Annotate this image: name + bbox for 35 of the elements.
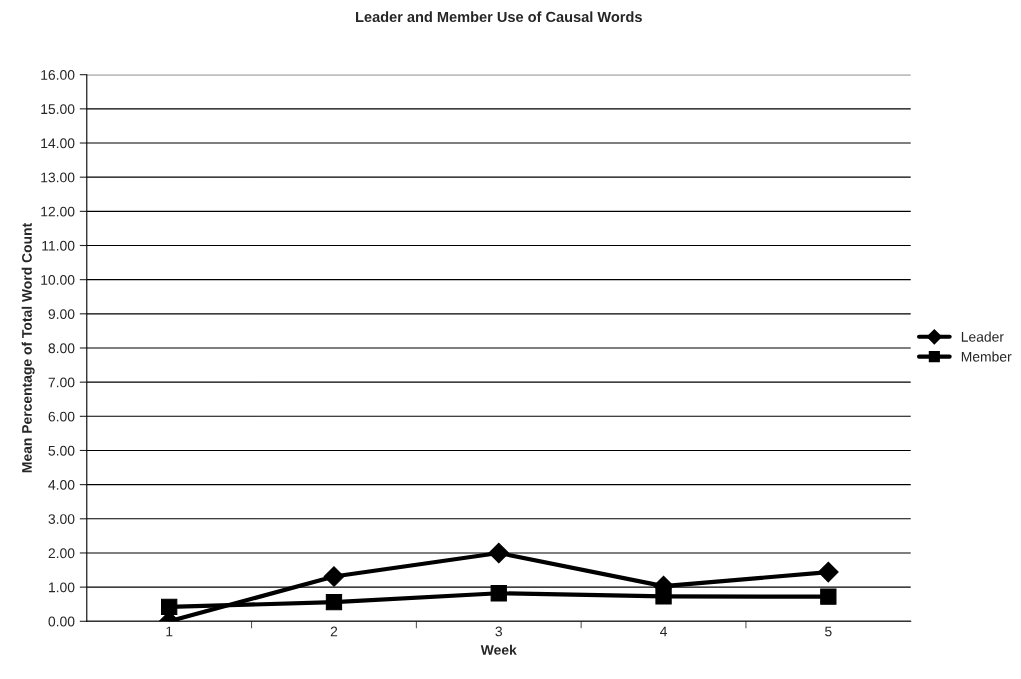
- y-tick-label: 10.00: [41, 275, 75, 285]
- point: [161, 598, 178, 616]
- y-tick-label: 14.00: [41, 138, 75, 149]
- y-tick-label: 6.00: [48, 411, 75, 422]
- chart-title: Leader and Member Use of Causal Words: [356, 11, 642, 23]
- y-tick-label: 5.00: [48, 445, 75, 456]
- y-tick-label: 4.00: [48, 479, 75, 490]
- y-tick-label: 9.00: [48, 309, 75, 319]
- x-tick-label: 4: [660, 626, 667, 637]
- point: [820, 588, 837, 605]
- point: [488, 542, 510, 564]
- y-tick-label: 0.00: [48, 616, 75, 627]
- point: [490, 585, 507, 602]
- y-tick-label: 7.00: [48, 377, 75, 388]
- y-axis-title: Mean Percentage of Total Word Count: [21, 223, 35, 473]
- y-tick-label: 15.00: [41, 104, 75, 115]
- y-tick-label: 11.00: [42, 240, 75, 251]
- x-tick-label: 3: [495, 626, 503, 637]
- point: [325, 594, 343, 611]
- point: [818, 561, 839, 583]
- legend-label: Member: [961, 351, 1012, 362]
- x-tick-label: 1: [166, 626, 173, 637]
- y-tick-label: 8.00: [48, 343, 75, 354]
- point: [323, 566, 345, 587]
- point: [655, 588, 672, 605]
- x-axis-title: Week: [480, 644, 517, 655]
- y-tick-label: 3.00: [48, 514, 75, 524]
- y-tick-label: 2.00: [48, 548, 75, 559]
- y-tick-label: 1.00: [49, 582, 75, 593]
- y-tick-label: 12.00: [41, 206, 75, 217]
- y-tick-label: 13.00: [41, 172, 75, 183]
- y-tick-label: 16.00: [41, 70, 75, 80]
- x-tick-label: 5: [825, 626, 832, 637]
- x-tick-label: 2: [330, 626, 338, 637]
- legend-label: Leader: [961, 331, 1004, 342]
